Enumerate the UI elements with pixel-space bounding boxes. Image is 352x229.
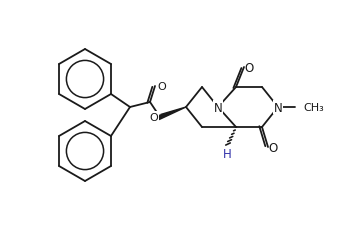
Text: N: N: [214, 101, 222, 114]
Text: O: O: [158, 82, 166, 92]
Text: O: O: [268, 141, 278, 154]
Text: H: H: [222, 147, 231, 160]
Text: O: O: [244, 61, 254, 74]
Text: N: N: [274, 101, 282, 114]
Polygon shape: [159, 108, 186, 120]
Text: O: O: [150, 112, 158, 123]
Text: CH₃: CH₃: [303, 103, 324, 112]
